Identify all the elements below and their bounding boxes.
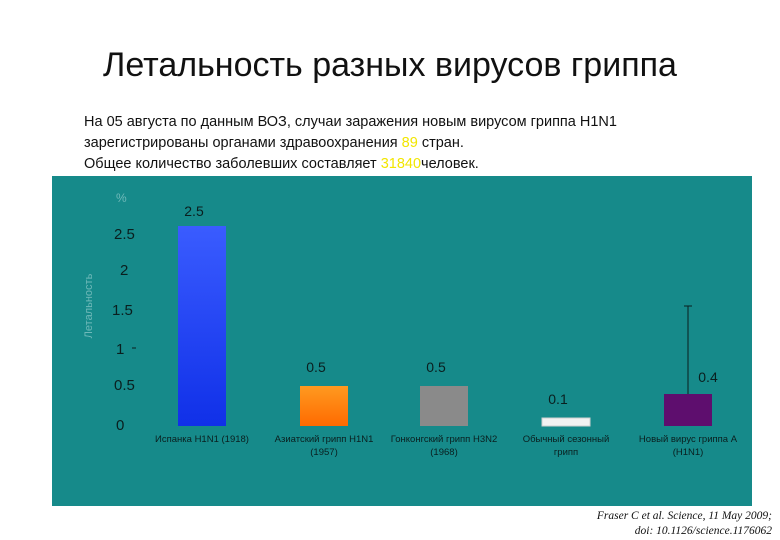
category-label: Испанка H1N1 (1918) xyxy=(155,434,249,445)
bar xyxy=(178,226,226,426)
y-tick-label: 1 xyxy=(116,341,124,358)
intro-line-1: На 05 августа по данным ВОЗ, случаи зара… xyxy=(84,114,617,130)
category-label: Обычный сезонный xyxy=(523,434,610,445)
bar xyxy=(420,386,468,426)
y-tick-label: 0 xyxy=(116,417,124,434)
y-unit-label: % xyxy=(116,191,127,205)
intro-line-3: Общее количество заболевших составляет 3… xyxy=(84,154,724,175)
bar xyxy=(664,394,712,426)
category-label: (H1N1) xyxy=(673,447,704,458)
intro-line-2: зарегистрированы органами здравоохранени… xyxy=(84,133,724,154)
data-label: 0.1 xyxy=(548,391,568,407)
intro-line-3-text: Общее количество заболевших составляет xyxy=(84,156,377,172)
category-label: (1957) xyxy=(310,447,337,458)
y-tick-label: 1.5 xyxy=(112,302,133,319)
mortality-bar-chart: Летальность% 2.5 2 1.5 1 0.5 0 2.5 0.5 0.5 0.1 0.4 И… xyxy=(83,191,738,458)
y-tick-label: 2.5 xyxy=(114,226,135,243)
data-label: 0.5 xyxy=(306,359,326,375)
category-label: Гонконгский грипп H3N2 xyxy=(391,434,498,445)
y-tick-label: 2 xyxy=(120,262,128,279)
category-label: (1968) xyxy=(430,447,457,458)
citation-line-1: Fraser C et al. Science, 11 May 2009; xyxy=(596,510,772,522)
intro-line-3-tail: человек. xyxy=(421,156,479,172)
category-label: Новый вирус гриппа А xyxy=(639,434,738,445)
slide-title: Летальность разных вирусов гриппа xyxy=(103,46,677,84)
y-axis-title: Летальность xyxy=(83,273,95,338)
intro-line-2-tail: стран. xyxy=(421,135,464,151)
data-label: 0.4 xyxy=(698,369,718,385)
bar xyxy=(300,386,348,426)
intro-text: На 05 августа по данным ВОЗ, случаи зара… xyxy=(84,112,724,175)
citation-line-2: doi: 10.1126/science.1176062 xyxy=(634,525,772,537)
data-label: 2.5 xyxy=(184,203,204,219)
category-label: Азиатский грипп H1N1 xyxy=(275,434,374,445)
category-label: грипп xyxy=(554,447,578,458)
y-tick-label: 0.5 xyxy=(114,377,135,394)
bar xyxy=(541,417,591,427)
citation: Fraser C et al. Science, 11 May 2009; do… xyxy=(597,509,772,539)
chart-panel: Летальность% 2.5 2 1.5 1 0.5 0 2.5 0.5 0.5 0.1 0.4 И… xyxy=(52,176,752,506)
intro-line-2-text: зарегистрированы органами здравоохранени… xyxy=(84,135,398,151)
data-label: 0.5 xyxy=(426,359,446,375)
country-count: 89 xyxy=(401,135,418,151)
cases-count: 31840 xyxy=(380,156,422,172)
